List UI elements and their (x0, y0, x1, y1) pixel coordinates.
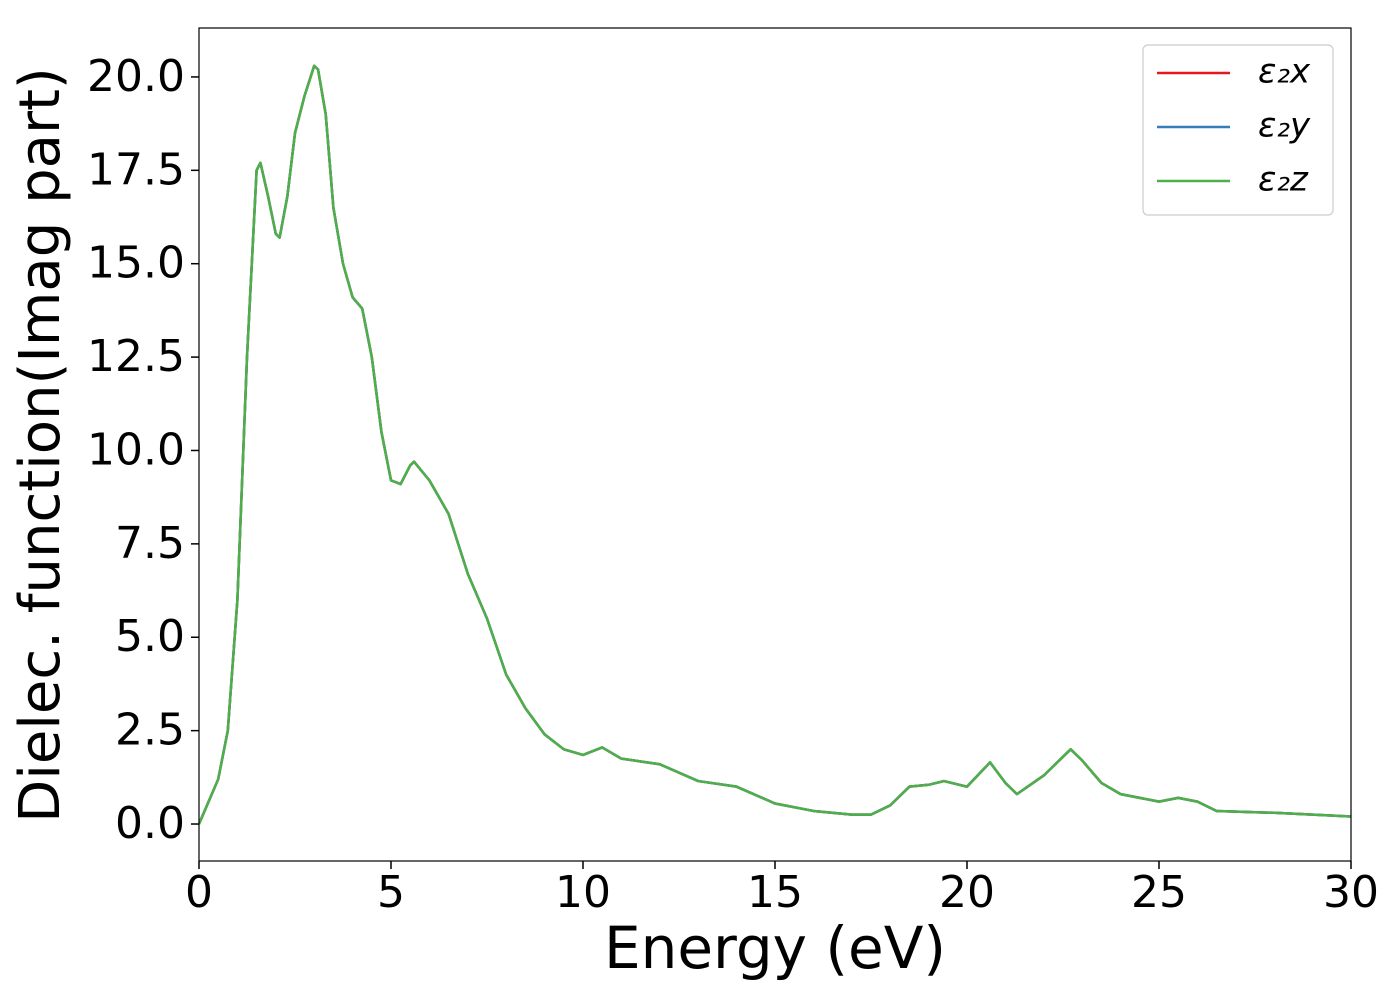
legend-label: ε₂x (1258, 52, 1311, 92)
legend-box (1142, 44, 1334, 216)
y-axis-label: Dielec. function(Imag part) (8, 67, 73, 823)
y-tick-label: 17.5 (87, 144, 185, 195)
y-tick-label: 20.0 (87, 51, 185, 102)
legend-label: ε₂z (1258, 160, 1309, 200)
x-tick-label: 25 (1131, 867, 1187, 918)
y-tick-label: 0.0 (115, 798, 185, 849)
x-tick-label: 5 (377, 867, 405, 918)
data-line (197, 64, 1352, 825)
plot-frame (198, 27, 1352, 862)
x-axis-label: Energy (eV) (604, 914, 946, 982)
x-tick-label: 0 (185, 867, 213, 918)
x-tick-label: 10 (555, 867, 611, 918)
y-tick-label: 2.5 (115, 705, 185, 756)
y-tick-label: 7.5 (115, 518, 185, 569)
y-tick-label: 15.0 (87, 238, 185, 289)
legend-label: ε₂y (1258, 106, 1311, 146)
y-tick-label: 12.5 (87, 331, 185, 382)
x-tick-label: 30 (1323, 867, 1379, 918)
x-tick-label: 15 (747, 867, 803, 918)
y-tick-label: 10.0 (87, 424, 185, 475)
y-tick-label: 5.0 (115, 611, 185, 662)
x-tick-label: 20 (939, 867, 995, 918)
